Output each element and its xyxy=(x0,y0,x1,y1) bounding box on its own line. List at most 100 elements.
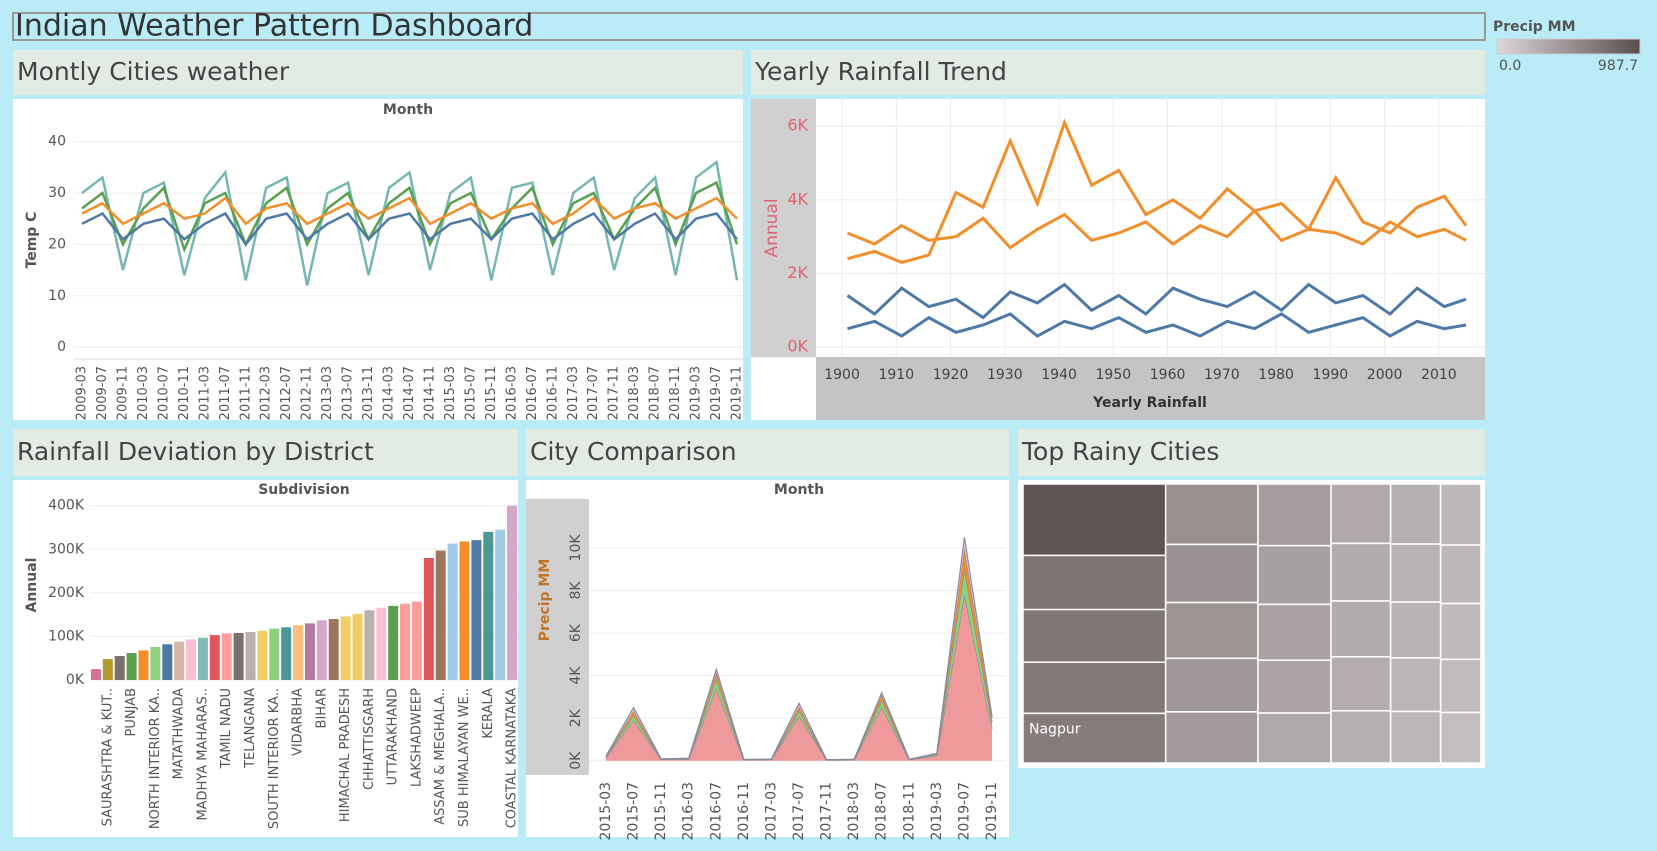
panel-title: Top Rainy Cities xyxy=(1021,437,1219,466)
bar xyxy=(447,543,458,680)
x-tick-label: 2016-07 xyxy=(708,782,724,841)
title-box xyxy=(12,12,1486,41)
legend-tick-label: 987.7 xyxy=(1598,58,1638,74)
x-tick-label: 2000 xyxy=(1367,367,1403,383)
x-tick-label: 2019-03 xyxy=(689,366,704,420)
x-tick-label: 2015-03 xyxy=(598,782,614,841)
x-tick-label: 2012-11 xyxy=(300,366,315,420)
bar xyxy=(316,620,327,680)
x-tick-label: 2011-03 xyxy=(197,366,212,420)
x-tick-label: 1980 xyxy=(1258,367,1294,383)
x-tick-label: 2018-11 xyxy=(901,782,917,841)
x-tick-label: 2013-03 xyxy=(320,366,335,420)
panel-header xyxy=(526,429,1009,476)
treemap-cell xyxy=(1330,483,1392,545)
x-tick-label: 2011-07 xyxy=(218,366,233,420)
x-tick-label: 2015-07 xyxy=(463,366,478,420)
treemap-cell xyxy=(1022,712,1167,764)
treemap-cell xyxy=(1389,657,1442,713)
x-tick-label: 2010-07 xyxy=(156,366,171,420)
y-tick-label: 6K xyxy=(568,623,584,642)
x-axis-title: Subdivision xyxy=(258,482,350,498)
bar xyxy=(138,650,149,680)
bar xyxy=(245,632,256,680)
treemap-cell xyxy=(1330,542,1392,602)
treemap-cell xyxy=(1439,483,1482,546)
treemap-cell xyxy=(1439,602,1482,661)
x-tick-label: ASSAM & MEGHALA.. xyxy=(433,688,448,825)
line-series xyxy=(81,196,738,226)
y-tick-label: 0 xyxy=(57,339,66,355)
treemap-cell xyxy=(1330,656,1392,712)
x-axis-title: Month xyxy=(774,482,824,498)
treemap-cell xyxy=(1257,483,1332,547)
x-tick-label: UTTARAKHAND xyxy=(386,688,401,785)
bar xyxy=(209,635,220,680)
line-series xyxy=(847,312,1467,338)
x-tick-label: 2016-11 xyxy=(736,782,752,841)
y-axis-title: Precip MM xyxy=(537,559,553,642)
x-tick-label: SUB HIMALAYAN WE.. xyxy=(457,688,472,827)
x-tick-label: 2017-03 xyxy=(763,782,779,841)
panel-header xyxy=(13,429,518,476)
x-tick-label: VIDARBHA xyxy=(291,688,306,756)
x-tick-label: 2018-03 xyxy=(846,782,862,841)
color-legend xyxy=(1496,38,1641,55)
dashboard-title: Indian Weather Pattern Dashboard xyxy=(15,9,533,44)
treemap-cell xyxy=(1022,608,1167,663)
x-tick-label: 2019-07 xyxy=(709,366,724,420)
treemap-cell xyxy=(1389,710,1442,764)
treemap-cell xyxy=(1257,544,1332,606)
bar xyxy=(471,540,482,680)
bar xyxy=(411,601,422,680)
x-tick-label: 2017-11 xyxy=(607,366,622,420)
treemap-cell xyxy=(1257,603,1332,661)
x-tick-label: 1950 xyxy=(1096,367,1132,383)
legend-title: Precip MM xyxy=(1493,19,1576,35)
axis-band xyxy=(526,499,589,775)
x-tick-label: 2018-03 xyxy=(627,366,642,420)
bar xyxy=(304,623,315,680)
bar xyxy=(197,637,208,680)
x-tick-label: COASTAL KARNATAKA xyxy=(505,688,520,828)
x-axis-title: Month xyxy=(383,102,433,118)
cell-label: Nagpur xyxy=(1029,721,1081,737)
x-tick-label: 2009-11 xyxy=(115,366,130,420)
x-tick-label: 2015-11 xyxy=(653,782,669,841)
bar xyxy=(162,644,173,680)
panel-header xyxy=(13,50,743,95)
bar xyxy=(281,627,292,680)
x-tick-label: 2017-03 xyxy=(566,366,581,420)
y-tick-label: 200K xyxy=(48,585,85,601)
bar xyxy=(221,633,232,680)
bar xyxy=(400,603,411,680)
y-axis-title: Annual xyxy=(762,198,782,257)
x-tick-label: MATATHWADA xyxy=(172,688,187,779)
bar xyxy=(150,646,161,680)
x-tick-label: 2016-03 xyxy=(504,366,519,420)
y-tick-label: 0K xyxy=(568,751,584,770)
bar xyxy=(507,505,518,680)
x-tick-label: 2010-03 xyxy=(136,366,151,420)
x-tick-label: 2015-11 xyxy=(484,366,499,420)
treemap-cell xyxy=(1389,483,1442,545)
x-tick-label: 1940 xyxy=(1041,367,1077,383)
x-tick-label: PUNJAB xyxy=(124,688,139,737)
legend-tick-label: 0.0 xyxy=(1499,58,1521,74)
x-tick-label: 2018-11 xyxy=(668,366,683,420)
treemap-cell xyxy=(1439,658,1482,714)
x-tick-label: 1960 xyxy=(1150,367,1186,383)
treemap-cell xyxy=(1164,711,1259,764)
bar xyxy=(233,632,244,680)
x-tick-label: KERALA xyxy=(481,688,496,739)
x-tick-label: 2019-07 xyxy=(956,782,972,841)
x-tick-label: 2009-07 xyxy=(95,366,110,420)
x-tick-label: 1920 xyxy=(933,367,969,383)
line-series xyxy=(847,118,1468,264)
x-tick-label: 2019-11 xyxy=(984,782,1000,841)
x-tick-label: 2016-11 xyxy=(545,366,560,420)
x-tick-label: 2016-07 xyxy=(525,366,540,420)
bar xyxy=(376,607,387,680)
treemap-cell xyxy=(1389,601,1442,659)
